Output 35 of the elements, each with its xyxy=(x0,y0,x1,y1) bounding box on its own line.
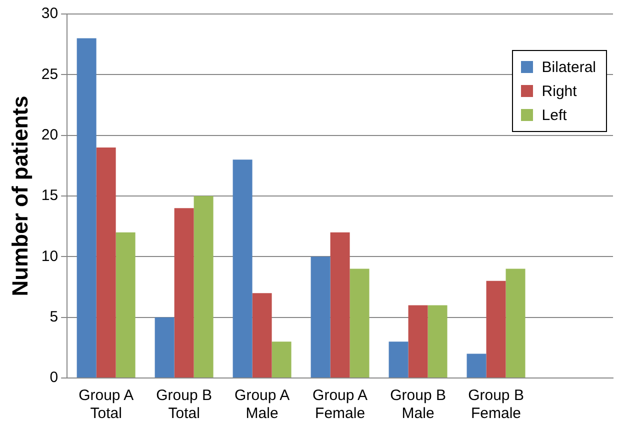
bar xyxy=(252,293,272,378)
bar xyxy=(408,305,428,378)
bar xyxy=(96,147,116,378)
x-tick-label: Group A Male xyxy=(234,387,290,422)
x-tick-label: Group A Female xyxy=(312,387,368,422)
bar xyxy=(330,232,350,378)
bar xyxy=(388,342,408,378)
x-tick-label: Group B Male xyxy=(390,387,446,422)
bar xyxy=(116,232,136,378)
bar xyxy=(76,38,96,378)
bar xyxy=(466,354,486,378)
y-tick-label: 0 xyxy=(50,369,58,386)
bar xyxy=(428,305,448,378)
bar xyxy=(350,268,370,378)
y-tick-label: 10 xyxy=(41,248,58,265)
bar xyxy=(272,342,292,378)
bar xyxy=(310,256,330,378)
y-tick-label: 20 xyxy=(41,126,58,144)
y-tick-label: 25 xyxy=(41,66,58,83)
x-tick-label: Group B Total xyxy=(156,387,212,422)
bar xyxy=(232,160,252,378)
bar xyxy=(506,268,526,378)
bar xyxy=(174,208,194,378)
bar xyxy=(154,317,174,378)
bar xyxy=(194,196,214,378)
y-axis-title: Number of patients xyxy=(7,96,32,296)
x-tick-label: Group B Female xyxy=(468,387,524,422)
legend-label: Bilateral xyxy=(542,58,596,76)
y-tick-label: 15 xyxy=(41,187,58,204)
bar xyxy=(486,280,506,378)
legend-label: Right xyxy=(542,82,577,100)
y-tick-label: 5 xyxy=(50,308,58,326)
y-tick-label: 30 xyxy=(41,5,58,22)
x-tick-label: Group A Total xyxy=(78,387,134,422)
legend-label: Left xyxy=(542,106,567,124)
